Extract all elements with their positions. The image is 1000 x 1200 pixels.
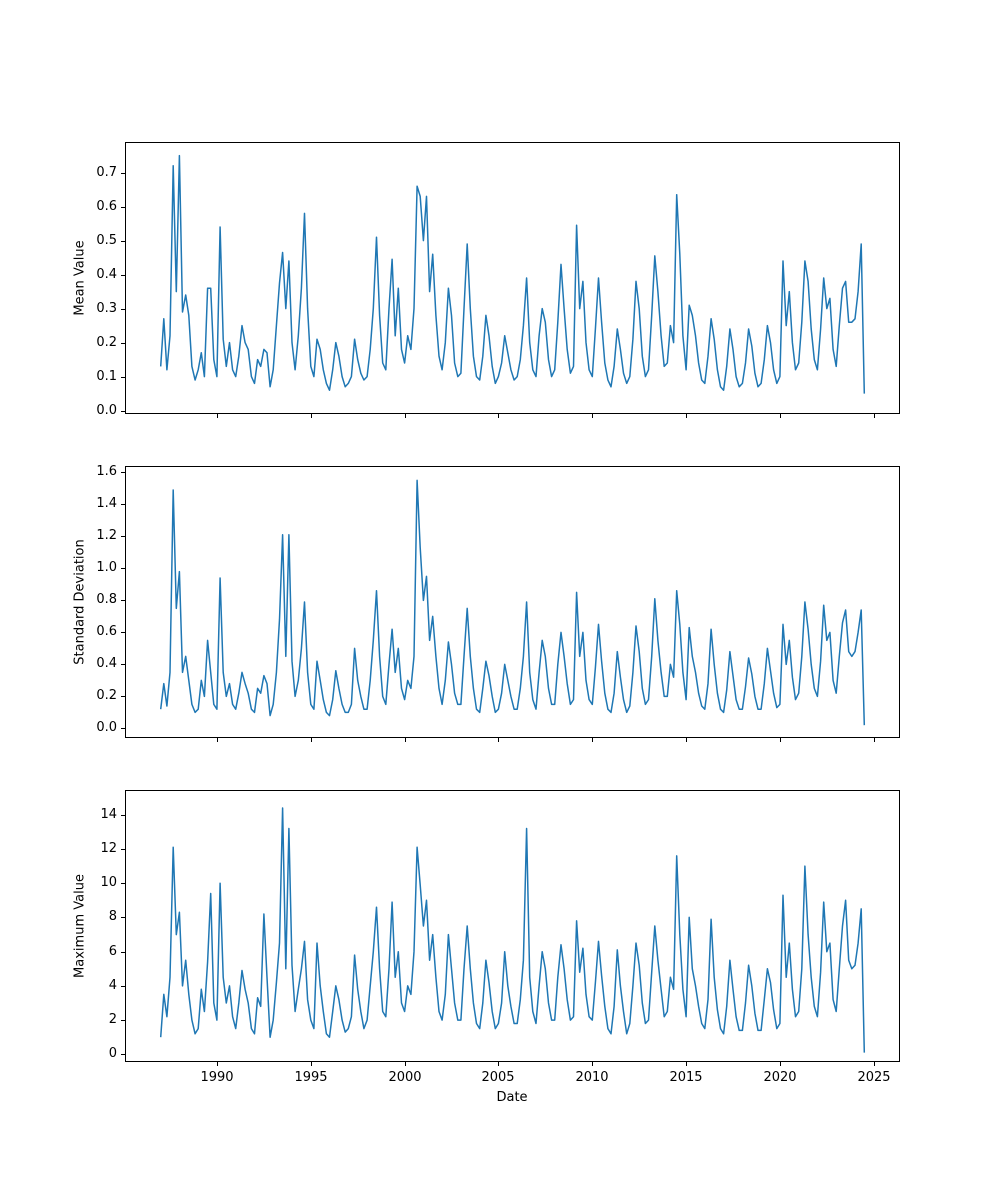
y-tick-mark (121, 504, 125, 505)
y-tick-label: 0.5 (96, 233, 117, 248)
y-tick-mark (121, 986, 125, 987)
y-tick-mark (121, 568, 125, 569)
y-tick-mark (121, 849, 125, 850)
x-tick-mark (311, 414, 312, 418)
axes-frame (125, 790, 900, 1062)
y-tick-mark (121, 536, 125, 537)
y-tick-label: 0.2 (96, 335, 117, 350)
y-tick-mark (121, 377, 125, 378)
x-tick-label: 1995 (294, 1070, 328, 1085)
x-tick-mark (405, 738, 406, 742)
plot-area-1 (125, 466, 900, 738)
y-tick-mark (121, 883, 125, 884)
y-tick-mark (121, 632, 125, 633)
x-tick-mark (780, 414, 781, 418)
y-tick-label: 10 (100, 875, 117, 890)
y-tick-label: 0.3 (96, 301, 117, 316)
y-tick-mark (121, 309, 125, 310)
y-tick-mark (121, 1020, 125, 1021)
x-tick-mark (217, 738, 218, 742)
y-tick-label: 0.1 (96, 369, 117, 384)
x-tick-mark (405, 414, 406, 418)
x-tick-mark (217, 414, 218, 418)
y-tick-mark (121, 952, 125, 953)
plot-area-0 (125, 142, 900, 414)
x-tick-mark (498, 738, 499, 742)
y-tick-mark (121, 1054, 125, 1055)
y-tick-mark (121, 275, 125, 276)
y-tick-mark (121, 696, 125, 697)
x-tick-mark (686, 1062, 687, 1066)
x-tick-label: 1990 (200, 1070, 234, 1085)
y-tick-label: 0.6 (96, 199, 117, 214)
x-tick-mark (874, 1062, 875, 1066)
y-tick-mark (121, 600, 125, 601)
x-tick-mark (217, 1062, 218, 1066)
plot-area-2 (125, 790, 900, 1062)
x-tick-mark (592, 738, 593, 742)
y-tick-mark (121, 343, 125, 344)
x-tick-mark (780, 1062, 781, 1066)
y-tick-label: 1.6 (96, 464, 117, 479)
y-tick-label: 12 (100, 841, 117, 856)
y-tick-label: 0.8 (96, 592, 117, 607)
y-tick-mark (121, 207, 125, 208)
x-tick-label: 2005 (481, 1070, 515, 1085)
x-tick-mark (686, 738, 687, 742)
y-tick-label: 1.4 (96, 496, 117, 511)
y-tick-label: 1.0 (96, 560, 117, 575)
y-tick-mark (121, 411, 125, 412)
y-tick-label: 4 (108, 978, 117, 993)
x-tick-label: 2015 (669, 1070, 703, 1085)
series-line (159, 479, 866, 726)
x-tick-mark (874, 738, 875, 742)
axes-frame (125, 466, 900, 738)
x-tick-mark (498, 1062, 499, 1066)
x-tick-mark (780, 738, 781, 742)
y-tick-label: 0 (108, 1046, 117, 1061)
x-tick-mark (592, 1062, 593, 1066)
y-tick-label: 0.0 (96, 720, 117, 735)
y-tick-label: 0.4 (96, 656, 117, 671)
x-tick-mark (405, 1062, 406, 1066)
y-tick-label: 1.2 (96, 528, 117, 543)
y-tick-mark (121, 241, 125, 242)
y-tick-mark (121, 173, 125, 174)
y-tick-mark (121, 917, 125, 918)
y-tick-label: 8 (108, 909, 117, 924)
x-tick-label: 2010 (575, 1070, 609, 1085)
x-tick-mark (686, 414, 687, 418)
x-tick-mark (592, 414, 593, 418)
y-tick-label: 0.7 (96, 165, 117, 180)
y-tick-label: 2 (108, 1012, 117, 1027)
y-tick-mark (121, 728, 125, 729)
y-tick-label: 0.4 (96, 267, 117, 282)
y-tick-mark (121, 815, 125, 816)
y-tick-label: 0.0 (96, 403, 117, 418)
x-tick-label: 2020 (763, 1070, 797, 1085)
y-tick-label: 6 (108, 944, 117, 959)
x-axis-label-date: Date (496, 1090, 528, 1105)
x-tick-label: 2025 (857, 1070, 891, 1085)
series-line (159, 154, 866, 394)
x-tick-mark (311, 1062, 312, 1066)
x-tick-label: 2000 (388, 1070, 422, 1085)
y-tick-label: 14 (100, 807, 117, 822)
x-tick-mark (874, 414, 875, 418)
x-tick-mark (498, 414, 499, 418)
series-line (159, 807, 866, 1053)
y-tick-mark (121, 472, 125, 473)
y-tick-mark (121, 664, 125, 665)
y-tick-label: 0.2 (96, 688, 117, 703)
x-tick-mark (311, 738, 312, 742)
axes-frame (125, 142, 900, 414)
y-tick-label: 0.6 (96, 624, 117, 639)
